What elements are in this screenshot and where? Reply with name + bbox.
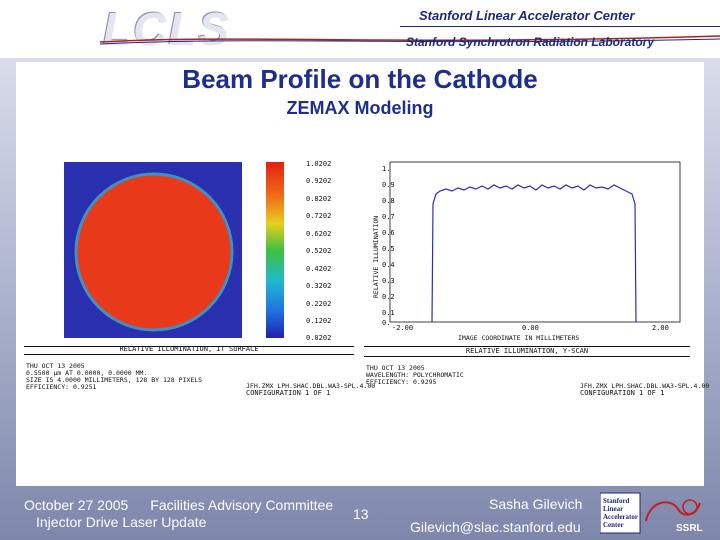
- colorbar-tick: 0.9202: [306, 177, 331, 185]
- right-config: CONFIGURATION 1 OF 1: [580, 389, 665, 397]
- colorbar-tick: 0.0202: [306, 334, 331, 342]
- slac-logo-text-1: Stanford: [603, 497, 630, 505]
- right-caption: RELATIVE ILLUMINATION, Y-SCAN: [465, 347, 589, 355]
- footer-email: Gilevich@slac.stanford.edu: [410, 519, 581, 535]
- y-tick: 0.5: [382, 245, 395, 253]
- plot-frame: [389, 161, 681, 323]
- colorbar-tick: 0.2202: [306, 300, 331, 308]
- right-caption-rule: [364, 356, 690, 357]
- slac-logo-text-2: Linear: [603, 505, 623, 513]
- y-axis-label: RELATIVE ILLUMINATION: [372, 216, 380, 298]
- footer-topic: Injector Drive Laser Update: [36, 514, 207, 530]
- slide-subtitle: ZEMAX Modeling: [286, 98, 434, 118]
- y-tick: 0.3: [382, 277, 395, 285]
- y-tick: 1.: [382, 165, 390, 173]
- colorbar-tick: 0.3202: [306, 282, 331, 290]
- illumination-map: 1.0202 0.9202 0.8202 0.7202 0.6202 0.520…: [64, 160, 331, 342]
- page-number: 13: [353, 506, 369, 522]
- ssrl-logo-text: SSRL: [676, 523, 703, 534]
- y-tick: 0.8: [382, 197, 395, 205]
- colorbar-tick: 0.8202: [306, 195, 331, 203]
- right-file-name: JFH.ZMX LPH.SHAC.DBL.WA3-SPL.4.00: [580, 382, 710, 390]
- footer-date: October 27 2005: [24, 497, 129, 513]
- institution-ssrl: Stanford Synchrotron Radiation Laborator…: [406, 35, 655, 49]
- left-caption: RELATIVE ILLUMINATION, IT SURFACE: [119, 345, 259, 353]
- left-info-date: THU OCT 13 2005: [26, 362, 85, 370]
- header-divider: [400, 26, 720, 27]
- y-tick: 0.1: [382, 309, 395, 317]
- beam-spot: [74, 172, 234, 332]
- y-tick: 0.4: [382, 261, 395, 269]
- ssrl-swirl-icon: [645, 501, 701, 522]
- colorbar-tick: 0.1202: [306, 317, 331, 325]
- y-tick: 0.7: [382, 213, 395, 221]
- colorbar-tick: 0.4202: [306, 265, 331, 273]
- y-tick: 0.2: [382, 293, 395, 301]
- footer-date-committee: October 27 2005 Facilities Advisory Commi…: [24, 497, 333, 513]
- header-swoosh: [100, 35, 720, 45]
- slac-logo-box: [600, 492, 641, 534]
- ssrl-ring-icon: [682, 499, 698, 515]
- slac-ssrl-logo: Stanford Linear Accelerator Center SSRL: [600, 492, 703, 534]
- slide-title: Beam Profile on the Cathode: [182, 64, 538, 94]
- lcls-logo: LCLS: [103, 3, 232, 55]
- y-tick: 0.: [382, 319, 390, 327]
- slac-logo-text-3: Accelerator: [603, 513, 638, 521]
- left-info-wavelength: 0.5500 µm AT 0.0000, 0.0000 MM.: [26, 369, 148, 377]
- x-tick: -2.00: [392, 324, 413, 332]
- left-info-size: SIZE IS 4.0000 MILLIMETERS, 128 BY 128 P…: [26, 376, 203, 384]
- right-info-date: THU OCT 13 2005: [366, 364, 425, 372]
- institution-slac: Stanford Linear Accelerator Center: [419, 8, 635, 23]
- colorbar-tick: 1.0202: [306, 160, 331, 168]
- right-info-box: RELATIVE ILLUMINATION, Y-SCAN THU OCT 13…: [364, 346, 709, 401]
- colorbar-tick: 0.7202: [306, 212, 331, 220]
- footer-author: Sasha Gilevich: [489, 496, 583, 512]
- left-caption-rule: [24, 354, 354, 355]
- left-info-box: RELATIVE ILLUMINATION, IT SURFACE THU OC…: [24, 345, 375, 401]
- right-info-efficiency: EFFICIENCY: 0.9295: [366, 378, 437, 386]
- left-info-efficiency: EFFICIENCY: 0.9251: [26, 383, 97, 391]
- x-axis-label: IMAGE COORDINATE IN MILLIMETERS: [458, 334, 579, 342]
- slide-header: LCLS Stanford Linear Accelerator Center …: [0, 0, 720, 58]
- footer-committee: Facilities Advisory Committee: [150, 497, 334, 513]
- y-tick: 0.9: [382, 181, 395, 189]
- x-tick: 0.00: [522, 324, 539, 332]
- y-tick: 0.6: [382, 229, 395, 237]
- colorbar-tick: 0.6202: [306, 230, 331, 238]
- scan-curve: [431, 184, 637, 323]
- right-info-wavelength: WAVELENGTH: POLYCHROMATIC: [366, 371, 464, 379]
- left-file-name: JFH.ZMX LPH.SHAC.DBL.WA3-SPL.4.00: [246, 382, 376, 390]
- colorbar: [266, 162, 284, 338]
- left-config: CONFIGURATION 1 OF 1: [246, 389, 331, 397]
- colorbar-tick: 0.5202: [306, 247, 331, 255]
- y-scan-plot: 1. 0.9 0.8 0.7 0.6 0.5 0.4 0.3 0.2 0.1 0…: [372, 161, 681, 342]
- slac-logo-text-4: Center: [603, 521, 624, 529]
- x-tick: 2.00: [652, 324, 669, 332]
